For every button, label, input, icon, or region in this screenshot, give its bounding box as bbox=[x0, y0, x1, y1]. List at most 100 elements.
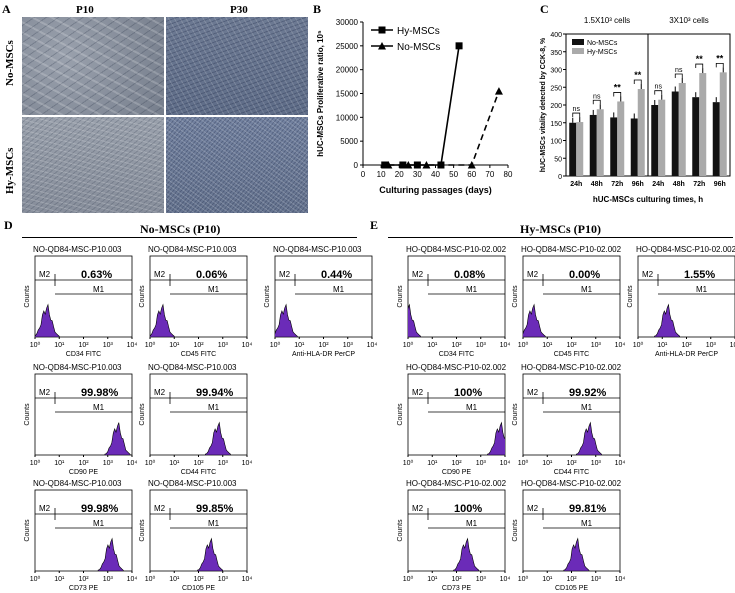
flow-d-2-x-tick-label: 10⁴ bbox=[367, 342, 378, 349]
micrograph-no-p30 bbox=[166, 17, 308, 115]
panel-label-e: E bbox=[370, 218, 379, 232]
sig-label: ns bbox=[593, 93, 601, 100]
x-tick-label: 72h bbox=[611, 181, 623, 188]
sig-bracket bbox=[572, 112, 581, 118]
x-axis-label: Culturing passages (days) bbox=[379, 185, 492, 195]
flow-d-5-x-tick-label: 10³ bbox=[103, 576, 114, 583]
legend-no-label: No-MSCs bbox=[397, 42, 440, 53]
flow-d-6-x-tick-label: 10² bbox=[193, 576, 204, 583]
bar-hy-mscs bbox=[658, 99, 666, 176]
flow-e-5-x-tick-label: 10⁴ bbox=[500, 576, 511, 583]
flow-d-3-header: NO-QD84-MSC-P10.003 bbox=[33, 363, 122, 372]
flow-d-5-x-tick-label: 10⁰ bbox=[30, 575, 41, 583]
sig-bracket bbox=[633, 79, 642, 85]
flow-e-6-histogram bbox=[563, 537, 590, 571]
flow-d-4-percent: 99.94% bbox=[196, 387, 234, 399]
flow-d-6-x-tick-label: 10³ bbox=[218, 576, 229, 583]
bar-hy-mscs bbox=[678, 82, 686, 176]
y-tick-label: 15000 bbox=[336, 90, 359, 99]
flow-e-2-m2-label: M2 bbox=[642, 270, 654, 279]
bar-hy-mscs bbox=[576, 122, 584, 176]
y-tick-label: 400 bbox=[550, 32, 562, 39]
micrograph-hy-p30 bbox=[166, 117, 308, 213]
bar-no-mscs bbox=[610, 117, 618, 176]
flow-d-1-x-axis-label: CD45 FITC bbox=[181, 351, 216, 358]
x-tick-label: 96h bbox=[714, 181, 726, 188]
series-no-mscs-point bbox=[422, 161, 431, 169]
flow-d-2-header: NO-QD84-MSC-P10.003 bbox=[273, 245, 362, 254]
flow-e-0-x-tick-label: 10⁴ bbox=[500, 342, 511, 349]
flow-e-4-x-tick-label: 10³ bbox=[591, 460, 602, 467]
flow-d-2-frame bbox=[274, 255, 373, 338]
flow-d-0-x-tick-label: 10² bbox=[78, 342, 89, 349]
bar-no-mscs bbox=[712, 102, 720, 176]
flow-e-5-y-axis-label: Counts bbox=[397, 519, 404, 542]
flow-e-2-x-tick-label: 10³ bbox=[706, 342, 717, 349]
micrograph-no-p10 bbox=[22, 17, 164, 115]
flow-d-5-m1-label: M1 bbox=[93, 519, 105, 528]
flow-e-1-x-tick-label: 10³ bbox=[591, 342, 602, 349]
flow-e-3-x-tick-label: 10⁴ bbox=[500, 460, 511, 467]
flow-e-6-percent: 99.81% bbox=[569, 503, 607, 515]
flow-e-0-histogram bbox=[408, 303, 421, 337]
flow-d-2-m2-label: M2 bbox=[279, 270, 291, 279]
flow-e-5-histogram bbox=[453, 537, 480, 571]
flow-e-3-x-tick-label: 10¹ bbox=[427, 460, 438, 467]
flow-d-0-m2-label: M2 bbox=[39, 270, 51, 279]
flow-e-1-header: HO-QD84-MSC-P10-02.002 bbox=[521, 245, 622, 254]
flow-d-3-x-axis-label: CD90 PE bbox=[69, 469, 99, 476]
x-tick-label: 48h bbox=[591, 181, 603, 188]
flow-d-4-x-tick-label: 10⁴ bbox=[242, 460, 253, 467]
series-no-mscs-point bbox=[384, 161, 393, 169]
flow-d-4-x-axis-label: CD44 FITC bbox=[181, 469, 216, 476]
flow-e-0-x-axis-label: CD34 FITC bbox=[439, 351, 474, 358]
x-tick-label: 96h bbox=[632, 181, 644, 188]
sig-label: ** bbox=[716, 53, 724, 63]
sig-label: ** bbox=[614, 82, 622, 92]
bar-no-mscs bbox=[671, 91, 679, 176]
flow-d-6-x-tick-label: 10⁴ bbox=[242, 576, 253, 583]
y-tick-label: 5000 bbox=[340, 137, 358, 146]
bar-no-mscs bbox=[569, 122, 577, 176]
x-tick-label: 70 bbox=[485, 170, 494, 179]
flow-e-1-m2-label: M2 bbox=[527, 270, 539, 279]
flow-d-5-m2-label: M2 bbox=[39, 504, 51, 513]
flow-e-2-x-axis-label: Anti-HLA-DR PerCP bbox=[655, 351, 718, 358]
series-no-mscs-line bbox=[388, 90, 500, 166]
x-tick-label: 50 bbox=[449, 170, 458, 179]
flow-e-0-x-tick-label: 10¹ bbox=[427, 342, 438, 349]
flow-e-2-percent: 1.55% bbox=[684, 269, 715, 281]
flow-e-0-x-tick-label: 10⁰ bbox=[403, 341, 414, 349]
flow-d-3-histogram bbox=[104, 422, 131, 455]
flow-e-5-m1-label: M1 bbox=[466, 519, 478, 528]
flow-d-4-header: NO-QD84-MSC-P10.003 bbox=[148, 363, 237, 372]
flow-e-4-y-axis-label: Counts bbox=[512, 403, 519, 426]
series-hy-mscs-point bbox=[455, 42, 463, 50]
flow-d-0-x-tick-label: 10⁰ bbox=[30, 341, 41, 349]
flow-e-4-m1-label: M1 bbox=[581, 403, 593, 412]
panel-d-divider bbox=[22, 237, 357, 238]
x-tick-label: 30 bbox=[413, 170, 422, 179]
group-title-left: 1.5X10³ cells bbox=[584, 16, 630, 25]
flow-e-2-y-axis-label: Counts bbox=[627, 285, 634, 308]
flow-d-1-x-tick-label: 10² bbox=[193, 342, 204, 349]
flow-d-4-m2-label: M2 bbox=[154, 388, 166, 397]
flow-e-4-header: HO-QD84-MSC-P10-02.002 bbox=[521, 363, 622, 372]
flow-d-1-x-tick-label: 10⁰ bbox=[145, 341, 156, 349]
flow-e-0-x-tick-label: 10³ bbox=[476, 342, 487, 349]
flow-d-5-x-axis-label: CD73 PE bbox=[69, 585, 99, 592]
flow-e-0-percent: 0.08% bbox=[454, 269, 485, 281]
flow-d-6-x-tick-label: 10⁰ bbox=[145, 575, 156, 583]
flow-d-0-histogram bbox=[35, 303, 60, 337]
flow-d-0-m1-label: M1 bbox=[93, 285, 105, 294]
flow-e-2-histogram bbox=[654, 303, 680, 337]
x-tick-label: 10 bbox=[377, 170, 386, 179]
flow-e-6-x-tick-label: 10¹ bbox=[542, 576, 553, 583]
flow-d-0-y-axis-label: Counts bbox=[24, 285, 31, 308]
y-tick-label: 10000 bbox=[336, 113, 359, 122]
flow-d-2-x-tick-label: 10⁰ bbox=[270, 341, 281, 349]
flow-d-4-x-tick-label: 10³ bbox=[218, 460, 229, 467]
flow-d-1-m2-label: M2 bbox=[154, 270, 166, 279]
flow-d-1-x-tick-label: 10⁴ bbox=[242, 342, 253, 349]
flow-e-2-x-tick-label: 10² bbox=[681, 342, 692, 349]
